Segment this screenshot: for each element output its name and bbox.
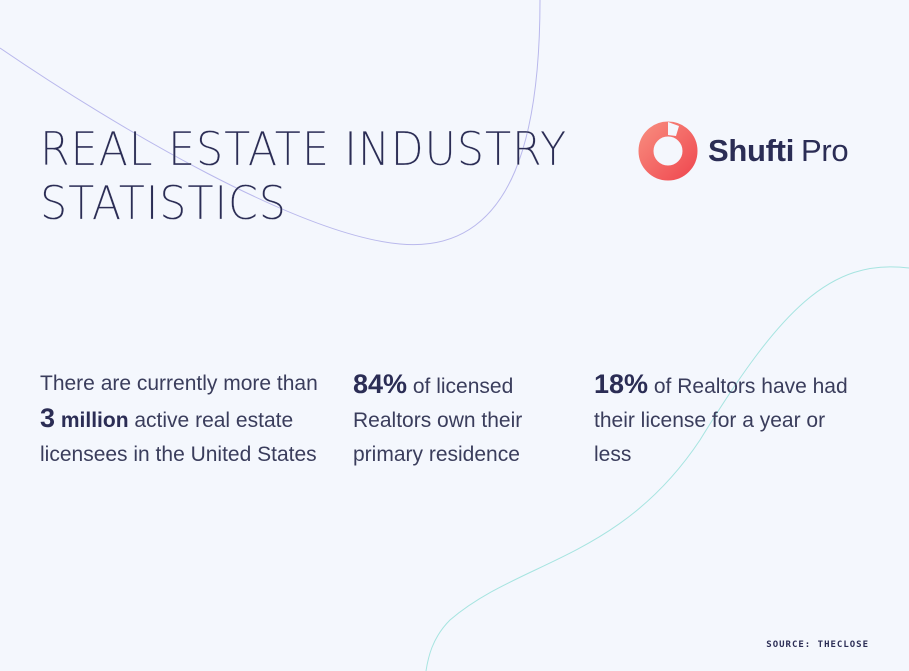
stat-1-before: There are currently more than (40, 372, 318, 395)
stat-3-number: 18% (594, 369, 649, 399)
logo-text-shufti: Shufti (708, 133, 795, 168)
stat-1-unit: million (60, 409, 129, 432)
stat-1-after: active real estate licensees in the Unit… (40, 409, 317, 466)
ring-logo-icon (638, 121, 698, 181)
title-line-2: STATISTICS (40, 176, 287, 230)
stat-license-duration: 18% of Realtors have had their license f… (594, 367, 854, 472)
stat-3-after: of Realtors have had their license for a… (594, 375, 848, 466)
stat-own-residence: 84% of licensed Realtors own their prima… (353, 367, 553, 472)
stat-2-after: of licensed Realtors own their primary r… (353, 375, 523, 466)
source-note: SOURCE: THECLOSE (766, 640, 869, 650)
shufti-pro-logo: Shufti Pro (638, 118, 849, 184)
logo-text-pro: Pro (801, 133, 849, 168)
stat-1-number: 3 (40, 403, 56, 433)
title-line-1: REAL ESTATE INDUSTRY (40, 122, 568, 176)
stat-licensees: There are currently more than 3 million … (40, 367, 320, 472)
page-title: REAL ESTATE INDUSTRY STATISTICS (40, 122, 567, 230)
stat-2-number: 84% (353, 369, 408, 399)
logo-wordmark: Shufti Pro (708, 133, 849, 169)
